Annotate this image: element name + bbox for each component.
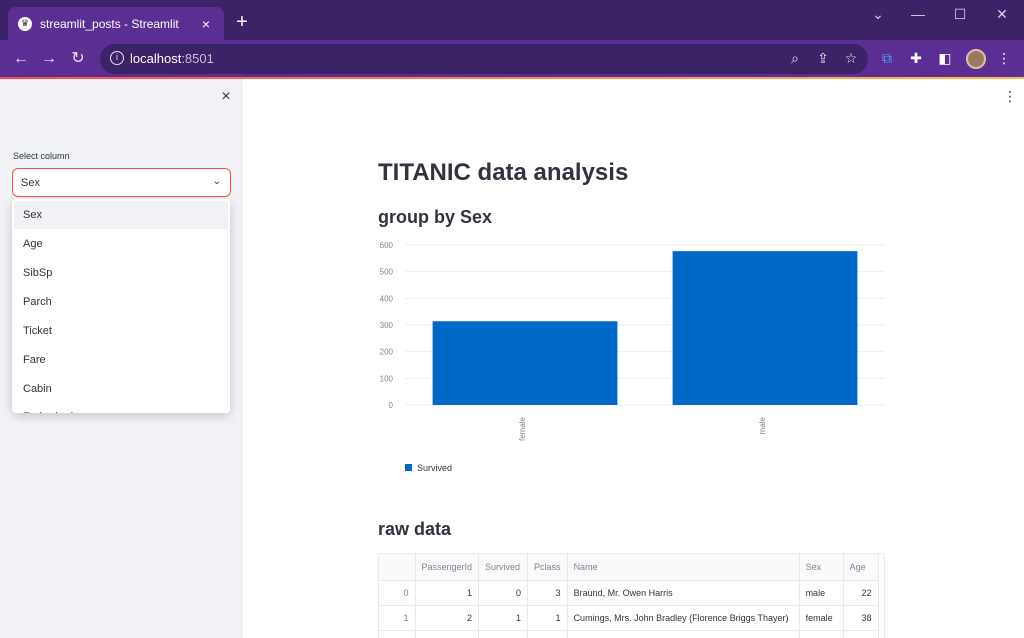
info-icon[interactable]: i	[110, 51, 124, 65]
new-tab-icon[interactable]: +	[236, 11, 248, 33]
row-index: 0	[379, 580, 416, 606]
sidebar-panel-icon[interactable]: ◧	[938, 50, 952, 66]
table-cell: Cumings, Mrs. John Bradley (Florence Bri…	[567, 605, 800, 631]
table-cell: 3	[527, 580, 568, 606]
column-header[interactable]: PassengerId	[415, 554, 480, 581]
legend-swatch	[405, 464, 412, 471]
bar-male	[672, 251, 858, 405]
column-select[interactable]: Sex ⌄	[12, 168, 231, 197]
option-embarked[interactable]: Embarked	[12, 403, 230, 413]
star-icon[interactable]: ☆	[844, 50, 858, 66]
url-port: :8501	[181, 51, 214, 66]
option-sibsp[interactable]: SibSp	[23, 267, 53, 279]
option-fare[interactable]: Fare	[23, 354, 46, 366]
table-cell: 1	[415, 580, 480, 606]
translate-icon[interactable]: ⧉	[882, 50, 892, 66]
app-menu-icon[interactable]: ⋮	[1003, 88, 1017, 104]
table-cell: male	[799, 580, 844, 606]
x-tick-label: female	[518, 416, 527, 441]
streamlit-top-decoration	[0, 77, 1024, 79]
table-cell: Braund, Mr. Owen Harris	[567, 580, 800, 606]
x-tick-label: male	[758, 416, 767, 434]
close-tab-icon[interactable]: ×	[201, 15, 211, 32]
table-cell: 2	[415, 605, 480, 631]
select-label: Select column	[13, 151, 70, 161]
raw-data-table[interactable]: PassengerId Survived Pclass Name Sex Age…	[378, 553, 885, 638]
y-tick-label: 500	[380, 268, 394, 277]
browser-menu-icon[interactable]: ⋮	[997, 50, 1011, 66]
y-tick-label: 100	[380, 374, 394, 383]
y-tick-label: 600	[380, 241, 394, 250]
table-cell: 38	[843, 605, 879, 631]
column-header[interactable]: Pclass	[527, 554, 568, 581]
share-icon[interactable]: ⇪	[817, 50, 829, 66]
y-tick-label: 0	[389, 401, 394, 410]
zoom-icon[interactable]: ⌕	[791, 50, 799, 66]
table-row[interactable]: 0 1 0 3 Braund, Mr. Owen Harris male 22	[379, 580, 879, 606]
arrow-left-icon[interactable]: ←	[13, 50, 29, 67]
browser-tab[interactable]: ♛ streamlit_posts - Streamlit ×	[8, 7, 224, 40]
puzzle-icon[interactable]: ✚	[910, 50, 922, 66]
select-value: Sex	[21, 177, 40, 189]
select-dropdown: Sex Age SibSp Parch Ticket Fare Cabin Em…	[12, 199, 230, 413]
option-age[interactable]: Age	[23, 238, 43, 250]
table-cell: female	[799, 605, 844, 631]
y-tick-label: 200	[380, 348, 394, 357]
chevron-down-icon: ⌄	[212, 176, 221, 187]
arrow-right-icon[interactable]: →	[41, 50, 57, 67]
table-cell: 22	[843, 580, 879, 606]
close-sidebar-icon[interactable]: ×	[221, 88, 231, 105]
option-parch[interactable]: Parch	[23, 296, 52, 308]
option-ticket[interactable]: Ticket	[23, 325, 52, 337]
reload-icon[interactable]: ↻	[71, 50, 85, 67]
table-cell: 1	[527, 605, 568, 631]
window-close-icon[interactable]: ✕	[996, 6, 1008, 22]
page-title: TITANIC data analysis	[378, 159, 629, 186]
option-cabin[interactable]: Cabin	[23, 383, 52, 395]
url-host: localhost	[130, 51, 182, 66]
profile-avatar[interactable]	[966, 49, 986, 69]
legend-label: Survived	[417, 463, 452, 473]
tab-search-icon[interactable]: ⌄	[872, 6, 884, 22]
maximize-icon[interactable]: ☐	[953, 6, 967, 22]
tab-bar: ♛ streamlit_posts - Streamlit × + ⌄ — ☐ …	[0, 0, 1024, 40]
chart-heading: group by Sex	[378, 207, 493, 227]
row-index: 1	[379, 605, 416, 631]
column-header[interactable]: Survived	[478, 554, 529, 581]
main-content: ⋮ TITANIC data analysis group by Sex 0 10…	[243, 79, 1024, 638]
y-tick-label: 400	[380, 294, 394, 303]
url-text: localhost:8501	[130, 51, 214, 66]
y-tick-label: 300	[380, 321, 394, 330]
table-row[interactable]: 1 2 1 1 Cumings, Mrs. John Bradley (Flor…	[379, 605, 879, 631]
column-header[interactable]: Age	[843, 554, 879, 581]
bar-chart: 0 100 200 300 400 500 600 female male Survived	[380, 241, 885, 473]
table-heading: raw data	[378, 519, 452, 539]
table-cell: 1	[478, 605, 529, 631]
column-header[interactable]	[379, 554, 416, 581]
column-header[interactable]: Sex	[799, 554, 844, 581]
option-sex[interactable]: Sex	[14, 201, 228, 229]
table-cell: 0	[478, 580, 529, 606]
column-header[interactable]: Name	[567, 554, 800, 581]
url-field[interactable]: i localhost:8501 ⌕ ⇪ ☆	[100, 44, 868, 74]
table-header-row: PassengerId Survived Pclass Name Sex Age	[379, 554, 879, 581]
tab-title: streamlit_posts - Streamlit	[40, 16, 179, 31]
minimize-icon[interactable]: —	[911, 6, 925, 22]
table-row[interactable]	[379, 630, 879, 638]
address-bar: ← → ↻ i localhost:8501 ⌕ ⇪ ☆ ⧉ ✚ ◧ ⋮	[0, 40, 1024, 77]
sidebar: × Select column Sex ⌄ Sex Age SibSp Parc…	[0, 79, 243, 638]
streamlit-crown-icon: ♛	[18, 16, 32, 31]
bar-female	[432, 321, 618, 405]
